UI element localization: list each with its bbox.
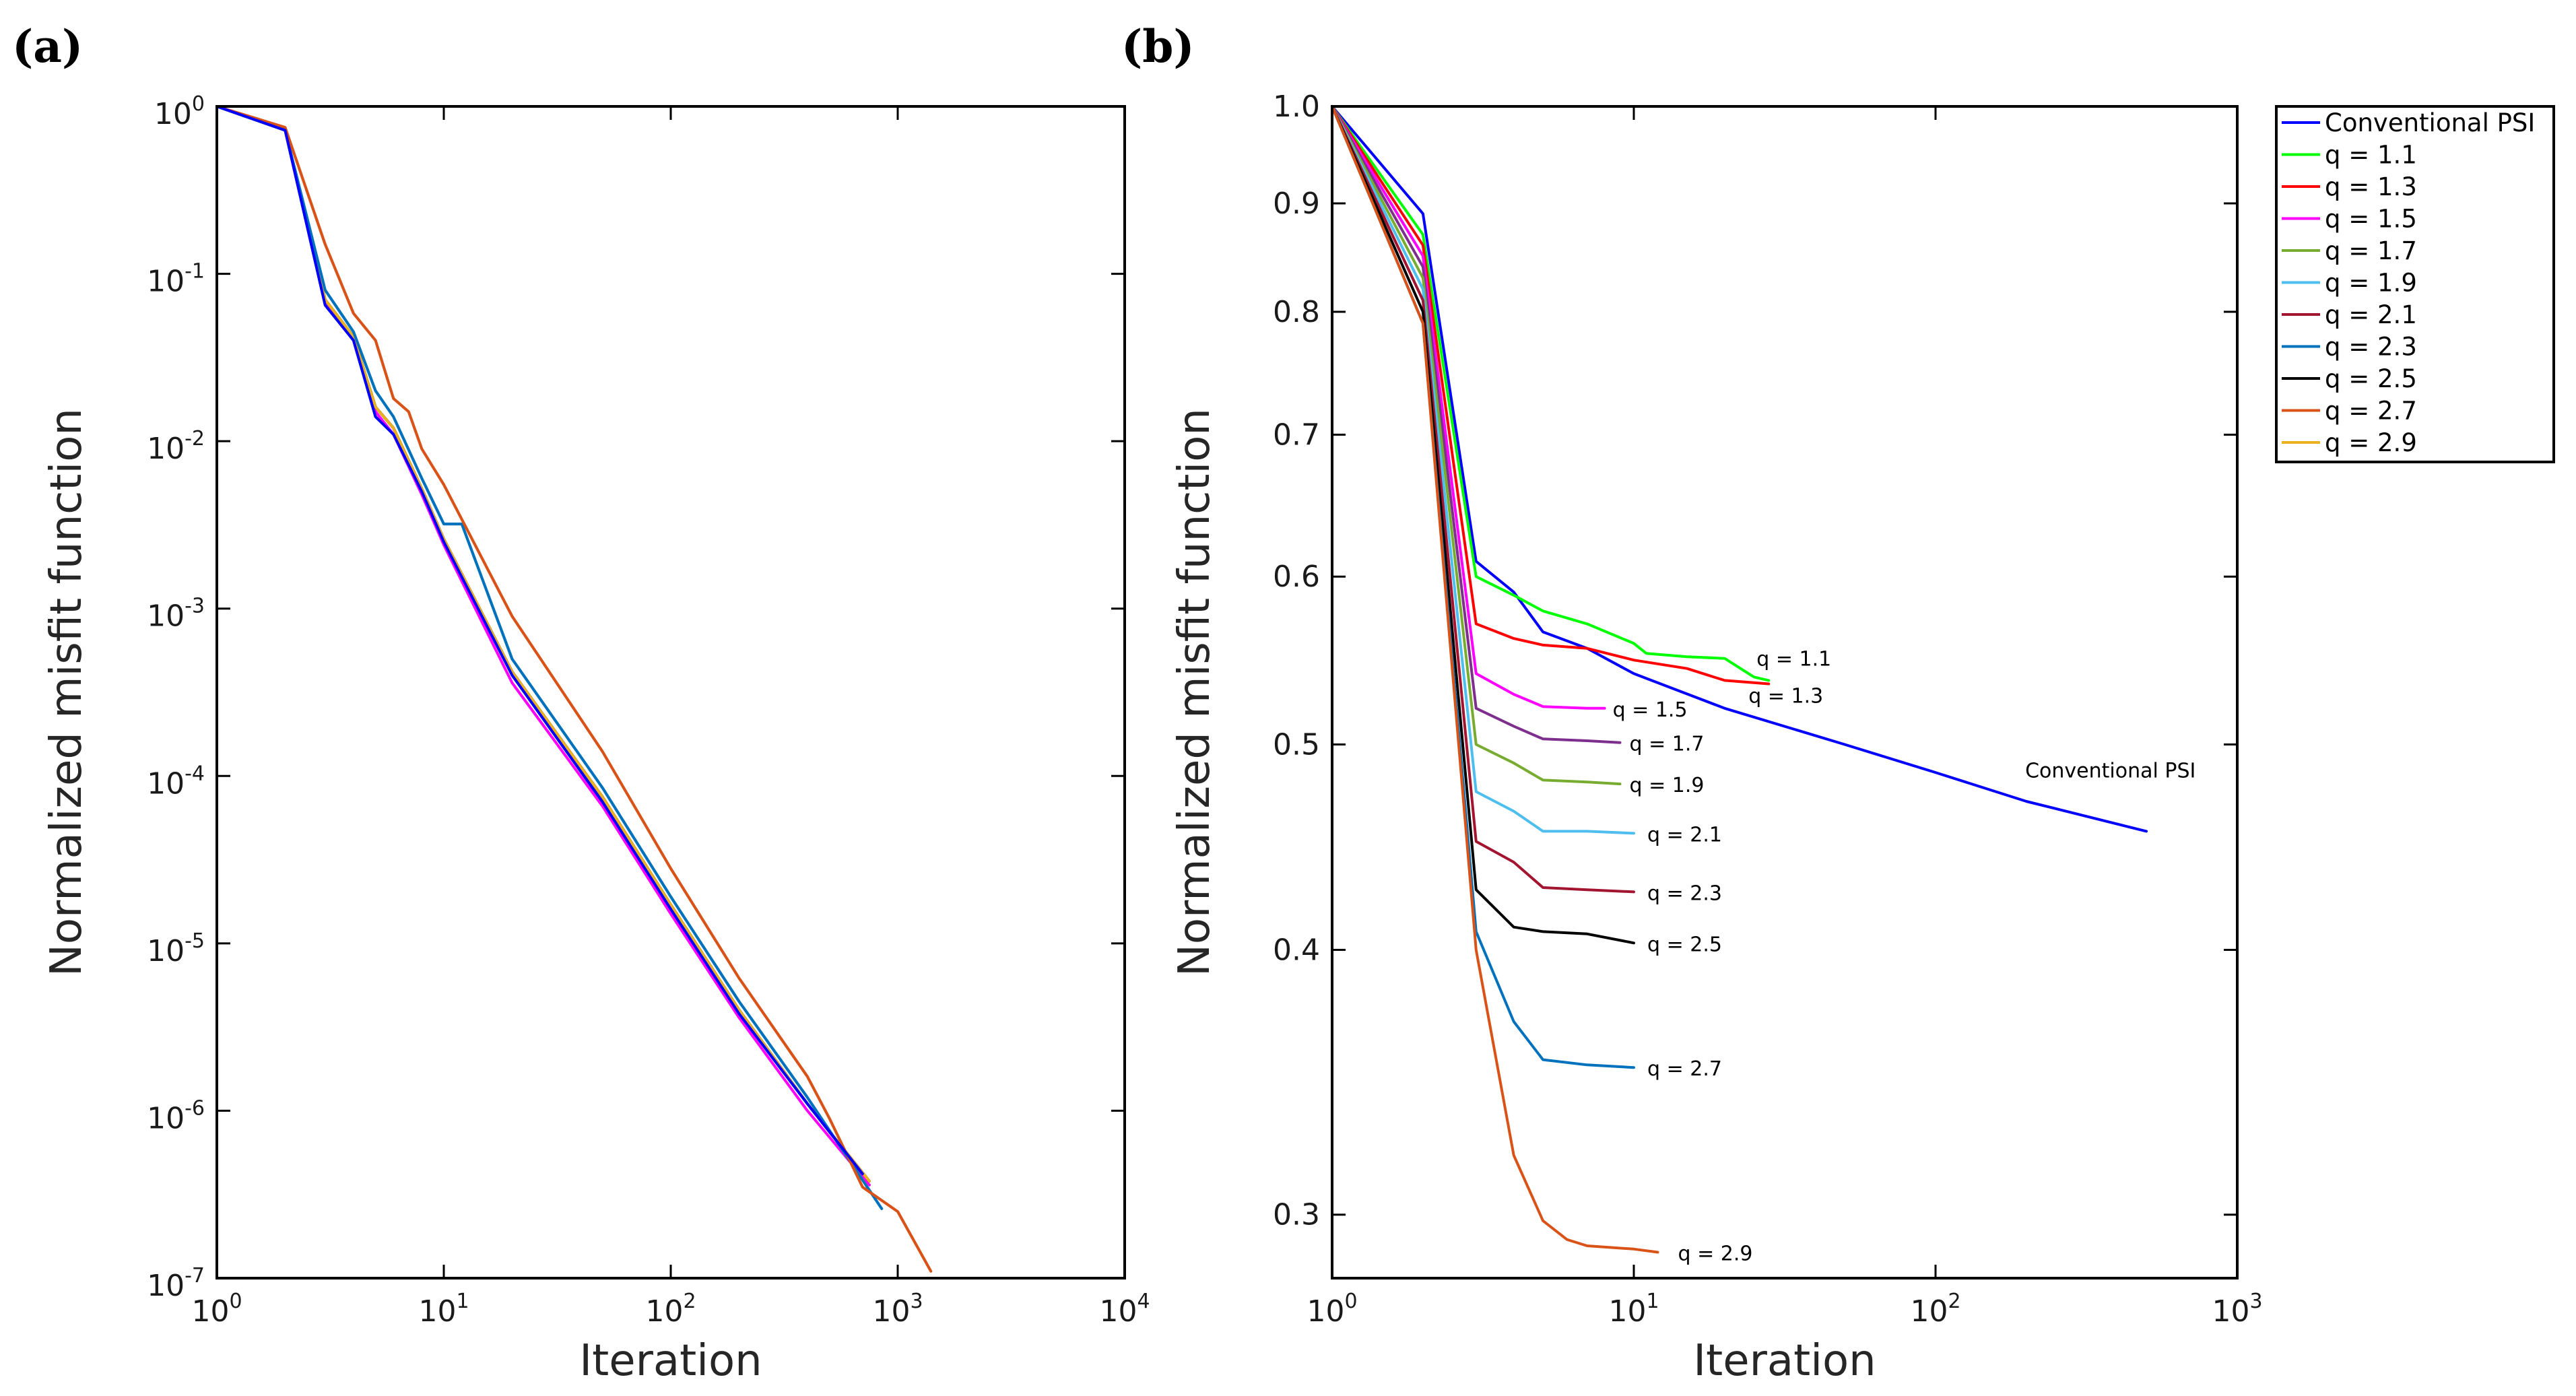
panel-b-ytick-label: 0.6 <box>1273 560 1320 594</box>
panel-b-ytick-label: 0.9 <box>1273 187 1320 221</box>
panel-a-ytick-label: 100 <box>154 92 205 131</box>
panel-b-series-line-10 <box>1331 105 1659 1254</box>
panel-b-series-line-8 <box>1331 105 1635 945</box>
panel-b-annotation: q = 2.7 <box>1647 1057 1722 1081</box>
legend-label: Conventional PSI <box>2325 108 2535 137</box>
panel-a-ytick-label: 10-4 <box>147 762 205 801</box>
panel-b-xtick-label: 101 <box>1608 1290 1659 1329</box>
panel-a-plot-frame <box>216 105 1126 1279</box>
legend-box <box>2275 105 2555 463</box>
panel-a-ticks: 100 101 102 103 104 100 10-1 10-2 10-3 10-4 10-5 10… <box>147 92 1150 1329</box>
panel-a-series-line-0 <box>216 105 864 1176</box>
panel-a-xlabel: Iteration <box>579 1336 762 1386</box>
panel-a-series <box>216 105 933 1273</box>
panel-b-ytick-label: 0.4 <box>1273 933 1320 967</box>
panel-a-ytick-label: 10-1 <box>147 260 205 299</box>
panel-a-xtick-label: 103 <box>872 1290 923 1329</box>
panel-a-ytick-label: 10-6 <box>147 1096 205 1135</box>
panel-b-annotation: q = 2.9 <box>1678 1242 1753 1266</box>
panel-a-series-line-10 <box>216 105 871 1183</box>
panel-a-ytick-label: 10-5 <box>147 929 205 968</box>
panel-b-annotation: q = 1.7 <box>1630 733 1705 756</box>
panel-b-series-line-1 <box>1331 105 1771 682</box>
panel-b-series-line-2 <box>1331 105 1771 686</box>
legend-label: q = 2.1 <box>2325 300 2417 329</box>
panel-b-annotation: q = 1.1 <box>1756 647 1831 671</box>
panel-b-xtick-label: 102 <box>1910 1290 1960 1329</box>
legend-label: q = 2.3 <box>2325 333 2417 362</box>
panel-b-xlabel: Iteration <box>1693 1336 1876 1386</box>
legend-label: q = 1.7 <box>2325 236 2417 265</box>
panel-b-series <box>1331 105 2148 1254</box>
panel-b-annotations: Conventional PSI q = 1.1 q = 1.3 q = 1.5 q =… <box>1613 647 2196 1265</box>
legend-label: q = 1.9 <box>2325 269 2417 298</box>
panel-b-plot-frame <box>1331 105 2239 1279</box>
panel-a-xtick-label: 100 <box>191 1290 242 1329</box>
panel-a: (a) 100 101 102 103 10410010-110-210-310-410… <box>12 20 1150 1386</box>
panel-a-series-line-5 <box>216 105 871 1183</box>
panel-b-label: (b) <box>1121 20 1195 73</box>
panel-b-series-line-9 <box>1331 105 1635 1069</box>
panel-a-label: (a) <box>12 20 83 73</box>
legend-label: q = 2.7 <box>2325 397 2417 426</box>
panel-a-series-line-6 <box>216 105 871 1183</box>
panel-b-series-line-0 <box>1331 105 2148 833</box>
panel-b-annotation: q = 1.5 <box>1613 698 1688 722</box>
legend-label: q = 1.1 <box>2325 141 2417 170</box>
legend-label: q = 2.9 <box>2325 428 2417 457</box>
panel-b: (b) 100 101 102 103 1.0 0.9 0.8 0.7 0.6 0.5 0.4 0.3… <box>1121 20 2555 1386</box>
panel-b-xtick-label: 100 <box>1307 1290 1357 1329</box>
panel-a-xtick-label: 104 <box>1099 1290 1150 1329</box>
panel-b-series-line-5 <box>1331 105 1622 786</box>
panel-a-series-line-4 <box>216 105 871 1183</box>
panel-a-ytick-label: 10-2 <box>147 427 205 466</box>
panel-a-ytick-label: 10-3 <box>147 595 205 634</box>
panel-b-series-line-3 <box>1331 105 1606 710</box>
panel-a-xtick-label: 101 <box>418 1290 469 1329</box>
legend-label: q = 2.5 <box>2325 364 2417 393</box>
panel-a-series-line-top-9 <box>216 105 933 1273</box>
panel-b-annotation: q = 2.1 <box>1647 823 1722 846</box>
panel-a-series-line-top-7 <box>216 105 884 1210</box>
panel-b-annotation: q = 2.5 <box>1647 933 1722 956</box>
panel-a-xtick-label: 102 <box>645 1290 696 1329</box>
panel-a-series-line-2 <box>216 105 871 1183</box>
panel-b-ytick-label: 0.8 <box>1273 295 1320 329</box>
panel-b-series-line-6 <box>1331 105 1635 835</box>
legend-label: q = 1.5 <box>2325 205 2417 234</box>
panel-b-ylabel: Normalized misfit function <box>1170 408 1220 976</box>
panel-a-series-line-8 <box>216 105 864 1176</box>
panel-b-ytick-label: 0.5 <box>1273 727 1320 762</box>
panel-a-series-line-top-0 <box>216 105 864 1176</box>
panel-b-annotation: q = 2.3 <box>1647 882 1722 905</box>
panel-b-ytick-label: 0.7 <box>1273 418 1320 453</box>
panel-b-series-line-4 <box>1331 105 1622 744</box>
panel-a-ylabel: Normalized misfit function <box>42 408 92 976</box>
legend-label: q = 1.3 <box>2325 172 2417 201</box>
panel-b-ticks: 100 101 102 103 1.0 0.9 0.8 0.7 0.6 0.5 0.4 0.3 <box>1273 90 2263 1329</box>
panel-b-series-line-7 <box>1331 105 1635 894</box>
panel-b-xtick-label: 103 <box>2212 1290 2262 1329</box>
panel-a-series-line-1 <box>216 105 871 1183</box>
panel-b-ytick-label: 1.0 <box>1273 90 1320 124</box>
panel-b-annotation: Conventional PSI <box>2025 759 2195 783</box>
panel-b-annotation: q = 1.9 <box>1630 774 1705 797</box>
panel-a-ytick-label: 10-7 <box>147 1264 205 1303</box>
panel-b-annotation: q = 1.3 <box>1748 685 1823 708</box>
panel-b-ytick-label: 0.3 <box>1273 1198 1320 1232</box>
